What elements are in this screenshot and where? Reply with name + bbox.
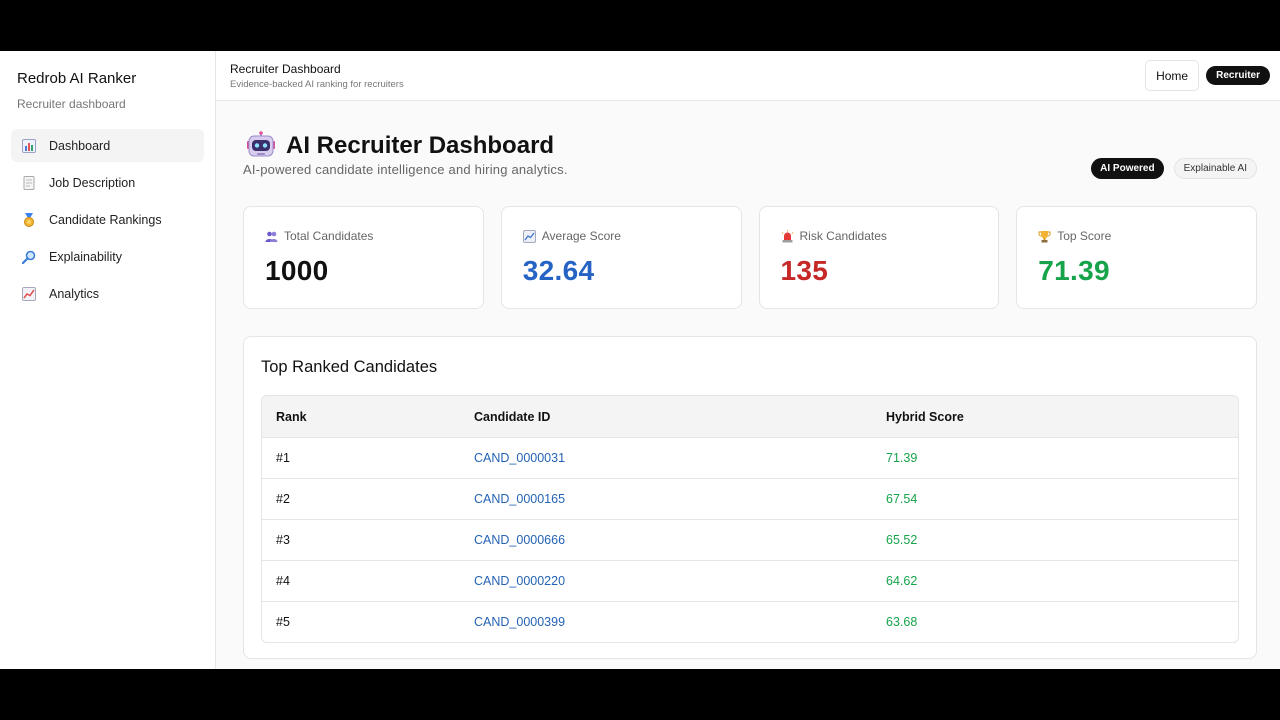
app-window: Redrob AI Ranker Recruiter dashboard Das… bbox=[0, 51, 1280, 669]
topbar-subtitle: Evidence-backed AI ranking for recruiter… bbox=[230, 78, 404, 90]
candidate-id-link[interactable]: CAND_0000666 bbox=[474, 533, 566, 547]
medal-icon bbox=[21, 212, 37, 228]
sidebar-nav: Dashboard Job Description Candidate Rank… bbox=[11, 129, 204, 310]
stat-value: 32.64 bbox=[522, 255, 595, 286]
table-row: #4 CAND_0000220 64.62 bbox=[262, 560, 1238, 601]
magnifier-icon bbox=[21, 249, 37, 265]
rank-cell: #1 bbox=[276, 451, 290, 465]
topbar-heading: Recruiter Dashboard Evidence-backed AI r… bbox=[230, 62, 404, 90]
rank-cell: #5 bbox=[276, 615, 290, 629]
brand-title: Redrob AI Ranker bbox=[17, 70, 137, 87]
page-subtitle: AI-powered candidate intelligence and hi… bbox=[243, 162, 568, 177]
header-hybrid-score: Hybrid Score bbox=[886, 409, 964, 424]
stat-card-average-score: Average Score 32.64 bbox=[500, 206, 742, 309]
bar-chart-icon bbox=[21, 138, 37, 154]
brand-subtitle: Recruiter dashboard bbox=[17, 97, 126, 111]
stat-label: Risk Candidates bbox=[781, 229, 999, 243]
stats-row: Total Candidates 1000 Average Score 32.6… bbox=[243, 206, 1257, 309]
topbar-title: Recruiter Dashboard bbox=[230, 61, 341, 76]
candidate-id-link[interactable]: CAND_0000399 bbox=[474, 615, 566, 629]
header-rank: Rank bbox=[276, 409, 307, 424]
topbar-actions: Home Recruiter bbox=[1145, 60, 1270, 91]
dashboard-content: AI Recruiter Dashboard AI-powered candid… bbox=[216, 101, 1280, 659]
hybrid-score-cell: 63.68 bbox=[886, 615, 918, 629]
sidebar-item-label: Dashboard bbox=[49, 138, 111, 153]
candidate-id-link[interactable]: CAND_0000165 bbox=[474, 492, 566, 506]
sidebar-item-explainability[interactable]: Explainability bbox=[11, 240, 204, 273]
sidebar: Redrob AI Ranker Recruiter dashboard Das… bbox=[0, 51, 216, 669]
robot-icon bbox=[246, 131, 276, 161]
hybrid-score-cell: 64.62 bbox=[886, 574, 918, 588]
sidebar-item-dashboard[interactable]: Dashboard bbox=[11, 129, 204, 162]
stat-label: Top Score bbox=[1038, 229, 1256, 243]
alarm-light-icon bbox=[781, 229, 794, 243]
sidebar-item-label: Analytics bbox=[49, 286, 100, 301]
rank-cell: #2 bbox=[276, 492, 290, 506]
stat-label: Average Score bbox=[522, 229, 741, 243]
rank-cell: #4 bbox=[276, 574, 290, 588]
sidebar-item-label: Candidate Rankings bbox=[49, 212, 162, 227]
stat-label-text: Average Score bbox=[541, 229, 621, 243]
page-title-text: AI Recruiter Dashboard bbox=[286, 132, 555, 159]
stat-label-text: Risk Candidates bbox=[799, 229, 887, 243]
stat-label-text: Total Candidates bbox=[284, 229, 374, 243]
sidebar-item-candidate-rankings[interactable]: Candidate Rankings bbox=[11, 203, 204, 236]
recruiter-role-button[interactable]: Recruiter bbox=[1206, 66, 1270, 85]
table-row: #1 CAND_0000031 71.39 bbox=[262, 437, 1238, 478]
hybrid-score-cell: 65.52 bbox=[886, 533, 918, 547]
table-title: Top Ranked Candidates bbox=[261, 358, 438, 376]
hero-badges: AI Powered Explainable AI bbox=[1091, 158, 1257, 179]
page-title: AI Recruiter Dashboard bbox=[246, 131, 554, 161]
sidebar-item-job-description[interactable]: Job Description bbox=[11, 166, 204, 199]
candidate-id-link[interactable]: CAND_0000220 bbox=[474, 574, 566, 588]
explainable-ai-badge: Explainable AI bbox=[1173, 158, 1257, 179]
table-row: #3 CAND_0000666 65.52 bbox=[262, 519, 1238, 560]
stat-label-text: Top Score bbox=[1057, 229, 1112, 243]
hybrid-score-cell: 71.39 bbox=[886, 451, 918, 465]
candidate-id-link[interactable]: CAND_0000031 bbox=[474, 451, 566, 465]
stat-value: 1000 bbox=[265, 255, 329, 286]
document-icon bbox=[21, 175, 37, 191]
stat-card-total-candidates: Total Candidates 1000 bbox=[243, 206, 484, 309]
stat-card-top-score: Top Score 71.39 bbox=[1016, 206, 1257, 309]
trend-chart-icon bbox=[522, 229, 536, 243]
topbar: Recruiter Dashboard Evidence-backed AI r… bbox=[216, 51, 1280, 101]
ai-powered-badge: AI Powered bbox=[1091, 158, 1164, 179]
stat-value: 135 bbox=[780, 255, 829, 286]
sidebar-item-label: Job Description bbox=[49, 175, 136, 190]
trend-chart-icon bbox=[21, 286, 37, 302]
header-candidate-id: Candidate ID bbox=[474, 409, 551, 424]
top-candidates-card: Top Ranked Candidates Rank Candidate ID … bbox=[243, 336, 1257, 659]
hybrid-score-cell: 67.54 bbox=[886, 492, 918, 506]
table-row: #5 CAND_0000399 63.68 bbox=[262, 601, 1238, 642]
people-icon bbox=[265, 230, 278, 243]
sidebar-item-analytics[interactable]: Analytics bbox=[11, 277, 204, 310]
main-area: Recruiter Dashboard Evidence-backed AI r… bbox=[216, 51, 1280, 669]
hero: AI Recruiter Dashboard AI-powered candid… bbox=[243, 101, 1257, 206]
home-button[interactable]: Home bbox=[1145, 60, 1200, 91]
sidebar-item-label: Explainability bbox=[49, 249, 122, 264]
table-row: #2 CAND_0000165 67.54 bbox=[262, 478, 1238, 519]
table-header-row: Rank Candidate ID Hybrid Score bbox=[262, 396, 1238, 437]
trophy-icon bbox=[1038, 230, 1051, 243]
rank-cell: #3 bbox=[276, 533, 290, 547]
candidates-table: Rank Candidate ID Hybrid Score #1 CAND_0… bbox=[261, 395, 1239, 643]
stat-label: Total Candidates bbox=[265, 229, 483, 243]
stat-value: 71.39 bbox=[1038, 255, 1110, 286]
stat-card-risk-candidates: Risk Candidates 135 bbox=[758, 206, 1000, 309]
